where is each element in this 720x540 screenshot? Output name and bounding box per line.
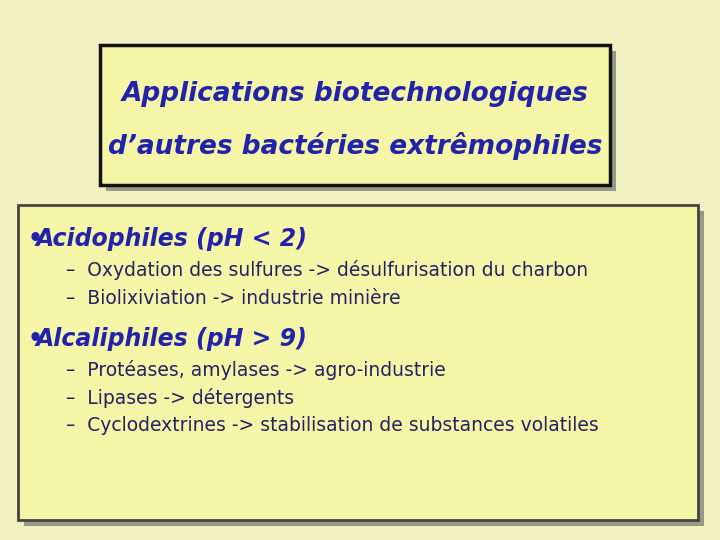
FancyBboxPatch shape [18, 205, 698, 520]
Text: •: • [28, 227, 43, 251]
Text: •: • [28, 327, 43, 351]
Text: –  Protéases, amylases -> agro-industrie: – Protéases, amylases -> agro-industrie [66, 360, 446, 380]
Text: Alcaliphiles (pH > 9): Alcaliphiles (pH > 9) [36, 327, 308, 351]
Text: Acidophiles (pH < 2): Acidophiles (pH < 2) [36, 227, 308, 251]
FancyBboxPatch shape [106, 51, 616, 191]
Text: Applications biotechnologiques: Applications biotechnologiques [122, 81, 588, 107]
Text: –  Oxydation des sulfures -> désulfurisation du charbon: – Oxydation des sulfures -> désulfurisat… [66, 260, 588, 280]
Text: –  Biolixiviation -> industrie minière: – Biolixiviation -> industrie minière [66, 289, 400, 308]
FancyBboxPatch shape [100, 45, 610, 185]
FancyBboxPatch shape [24, 211, 704, 526]
Text: d’autres bactéries extrêmophiles: d’autres bactéries extrêmophiles [108, 132, 602, 160]
Text: –  Cyclodextrines -> stabilisation de substances volatiles: – Cyclodextrines -> stabilisation de sub… [66, 416, 599, 435]
Text: –  Lipases -> détergents: – Lipases -> détergents [66, 388, 294, 408]
